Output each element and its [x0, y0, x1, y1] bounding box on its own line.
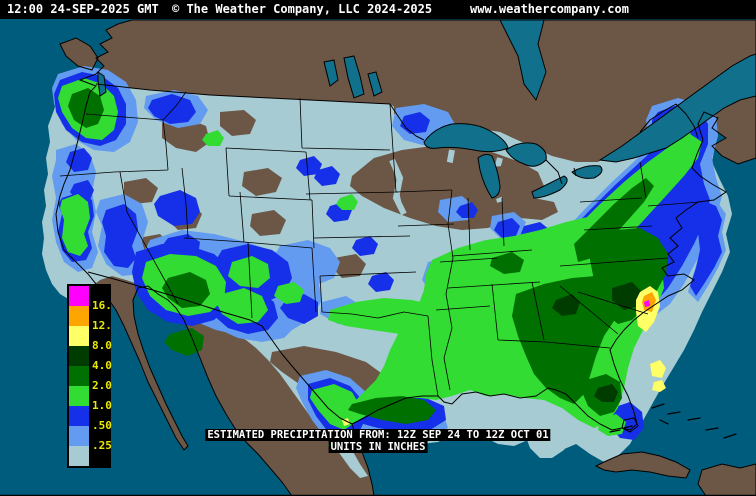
legend-swatch [69, 286, 89, 306]
precip-legend: 16. 12. 8.0 4.0 2.0 1.0 .50 .25 [67, 284, 112, 468]
legend-swatch [69, 346, 89, 366]
legend-swatch [69, 406, 89, 426]
website-url: www.weathercompany.com [470, 2, 629, 16]
legend-swatch [69, 446, 89, 466]
legend-label: 16. [92, 299, 112, 312]
legend-label: 2.0 [92, 379, 112, 392]
legend-label: 8.0 [92, 339, 112, 352]
legend-label: 12. [92, 319, 112, 332]
legend-label: 4.0 [92, 359, 112, 372]
legend-swatch [69, 386, 89, 406]
legend-swatch [69, 366, 89, 386]
island-chain-marks [609, 403, 737, 439]
header-bar: 12:00 24-SEP-2025 GMT © The Weather Comp… [0, 0, 756, 19]
legend-label: 1.0 [92, 399, 112, 412]
legend-label: .50 [92, 419, 112, 432]
country-borders [87, 83, 699, 425]
legend-swatch-column [69, 286, 89, 466]
caption-period: ESTIMATED PRECIPITATION FROM: 12Z SEP 24… [205, 429, 551, 441]
caption-units: UNITS IN INCHES [328, 441, 428, 453]
copyright-notice: © The Weather Company, LLC 2024-2025 [172, 2, 433, 16]
state-borders [59, 91, 701, 397]
timestamp: 12:00 24-SEP-2025 GMT [7, 2, 159, 16]
legend-label: .25 [92, 439, 112, 452]
legend-swatch [69, 306, 89, 326]
legend-swatch [69, 426, 89, 446]
lakes-and-bays [97, 19, 756, 199]
legend-swatch [69, 326, 89, 346]
